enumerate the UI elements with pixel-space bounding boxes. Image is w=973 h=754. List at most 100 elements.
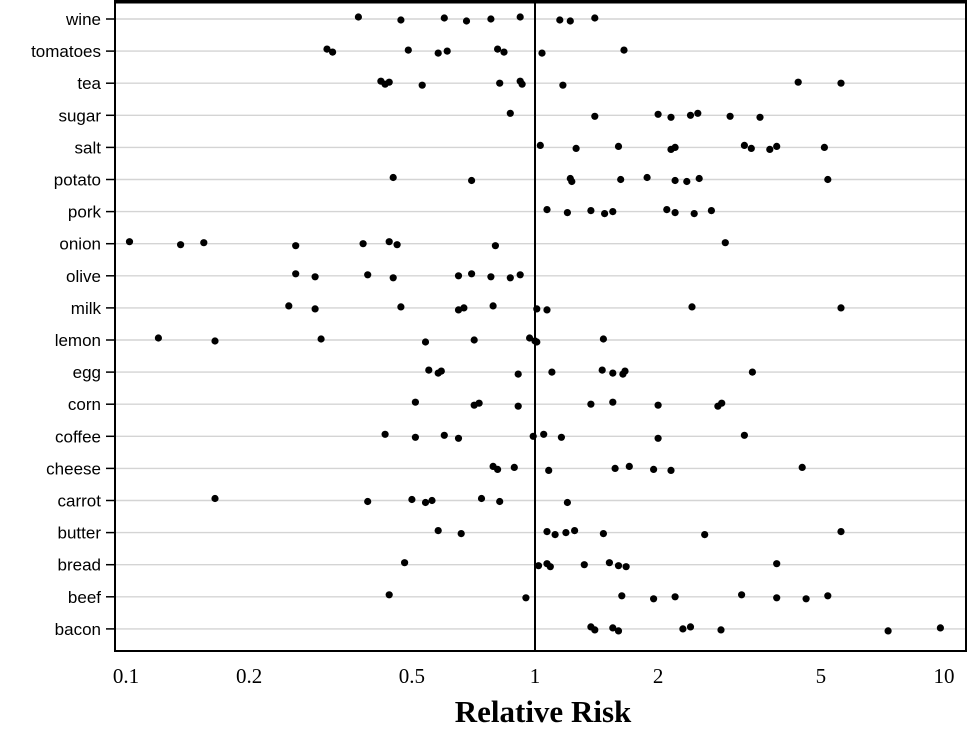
data-point-corn-8 bbox=[718, 399, 726, 407]
category-label-potato: potato bbox=[54, 171, 101, 190]
data-point-bacon-1 bbox=[591, 626, 599, 634]
data-point-milk-1 bbox=[311, 305, 319, 313]
category-label-carrot: carrot bbox=[58, 492, 102, 511]
data-point-carrot-2 bbox=[408, 495, 416, 504]
data-point-lemon-1 bbox=[211, 337, 219, 345]
data-point-coffee-7 bbox=[654, 434, 662, 442]
data-point-beef-1 bbox=[522, 594, 530, 602]
data-point-carrot-4 bbox=[428, 496, 436, 505]
data-point-salt-2 bbox=[614, 142, 623, 150]
x-axis-title: Relative Risk bbox=[455, 694, 632, 729]
data-point-olive-8 bbox=[516, 271, 524, 279]
data-point-salt-5 bbox=[740, 141, 749, 149]
data-point-sugar-1 bbox=[591, 112, 599, 120]
data-point-cheese-1 bbox=[494, 465, 502, 473]
data-point-beef-3 bbox=[650, 595, 658, 603]
data-point-tomatoes-2 bbox=[404, 46, 412, 54]
data-point-butter-4 bbox=[562, 529, 570, 537]
data-point-cheese-8 bbox=[798, 463, 806, 471]
data-point-butter-2 bbox=[543, 528, 551, 536]
category-label-tea: tea bbox=[77, 74, 101, 93]
category-label-milk: milk bbox=[71, 299, 102, 318]
data-point-salt-7 bbox=[766, 145, 774, 153]
data-point-pork-4 bbox=[609, 208, 617, 216]
data-point-milk-9 bbox=[837, 304, 845, 312]
data-point-wine-8 bbox=[591, 14, 599, 22]
data-point-corn-0 bbox=[411, 398, 419, 406]
data-point-sugar-0 bbox=[506, 109, 514, 117]
data-point-pork-3 bbox=[601, 210, 609, 218]
data-point-butter-6 bbox=[599, 530, 608, 538]
data-point-bacon-7 bbox=[884, 627, 892, 635]
data-point-bacon-3 bbox=[614, 627, 623, 635]
data-point-tea-3 bbox=[418, 81, 426, 89]
data-point-milk-0 bbox=[285, 302, 293, 310]
data-point-carrot-6 bbox=[496, 497, 504, 506]
data-point-onion-1 bbox=[177, 241, 185, 249]
data-point-pork-2 bbox=[587, 207, 595, 215]
data-point-wine-2 bbox=[440, 14, 448, 22]
data-point-cheese-7 bbox=[667, 466, 675, 474]
x-tick-label-0.2: 0.2 bbox=[236, 664, 262, 688]
data-point-wine-4 bbox=[487, 15, 495, 23]
data-point-lemon-7 bbox=[533, 338, 541, 346]
data-point-lemon-2 bbox=[317, 335, 325, 343]
data-point-potato-9 bbox=[824, 175, 832, 184]
data-point-tomatoes-4 bbox=[443, 47, 451, 55]
data-point-egg-5 bbox=[598, 366, 606, 374]
data-point-potato-4 bbox=[617, 175, 625, 184]
data-point-egg-4 bbox=[548, 368, 556, 376]
data-point-lemon-8 bbox=[599, 335, 608, 343]
data-point-onion-7 bbox=[491, 242, 499, 250]
data-point-beef-2 bbox=[618, 592, 626, 600]
data-point-coffee-6 bbox=[557, 433, 566, 441]
category-label-pork: pork bbox=[68, 203, 102, 222]
data-point-butter-1 bbox=[457, 530, 465, 538]
data-point-tea-4 bbox=[496, 79, 504, 87]
data-point-salt-0 bbox=[536, 141, 544, 149]
data-point-salt-8 bbox=[773, 142, 781, 150]
data-point-corn-2 bbox=[475, 399, 483, 407]
category-label-olive: olive bbox=[66, 267, 101, 286]
data-point-carrot-1 bbox=[364, 497, 372, 506]
category-labels: wine tomatoes tea sugar salt potato pork onion o… bbox=[31, 10, 101, 639]
data-point-corn-6 bbox=[654, 401, 662, 409]
data-point-bread-5 bbox=[605, 559, 614, 567]
data-point-potato-3 bbox=[568, 177, 576, 186]
data-point-salt-6 bbox=[747, 144, 755, 152]
data-point-egg-3 bbox=[514, 370, 522, 378]
plot-frame bbox=[114, 0, 967, 652]
category-label-corn: corn bbox=[68, 395, 101, 414]
category-label-coffee: coffee bbox=[55, 427, 101, 446]
data-point-bread-7 bbox=[622, 563, 630, 571]
data-point-bread-6 bbox=[614, 562, 623, 570]
data-point-beef-0 bbox=[385, 591, 393, 599]
category-label-salt: salt bbox=[75, 138, 102, 157]
data-point-potato-8 bbox=[695, 174, 703, 183]
data-point-bacon-5 bbox=[686, 623, 695, 631]
data-point-butter-5 bbox=[571, 527, 579, 535]
data-point-corn-5 bbox=[609, 398, 617, 406]
data-point-butter-0 bbox=[434, 527, 442, 535]
data-point-potato-1 bbox=[468, 176, 476, 185]
data-point-tea-9 bbox=[837, 79, 845, 87]
data-point-sugar-7 bbox=[756, 113, 764, 121]
data-point-bacon-2 bbox=[609, 624, 617, 632]
category-label-beef: beef bbox=[68, 588, 101, 607]
horizontal-gridlines bbox=[115, 18, 966, 630]
data-point-milk-5 bbox=[489, 302, 497, 310]
data-point-carrot-5 bbox=[477, 494, 486, 503]
x-tick-label-0.1: 0.1 bbox=[113, 664, 139, 688]
data-point-milk-8 bbox=[688, 303, 696, 311]
data-point-onion-2 bbox=[200, 239, 208, 247]
data-point-beef-8 bbox=[824, 592, 832, 600]
data-point-sugar-3 bbox=[667, 113, 675, 121]
data-point-carrot-3 bbox=[421, 498, 430, 507]
data-point-olive-4 bbox=[454, 272, 463, 280]
data-point-tomatoes-1 bbox=[329, 48, 337, 56]
data-point-sugar-2 bbox=[654, 110, 662, 118]
data-point-cheese-2 bbox=[510, 463, 518, 471]
category-label-lemon: lemon bbox=[55, 331, 101, 350]
data-point-pork-5 bbox=[663, 206, 671, 214]
data-point-bacon-4 bbox=[679, 625, 687, 633]
